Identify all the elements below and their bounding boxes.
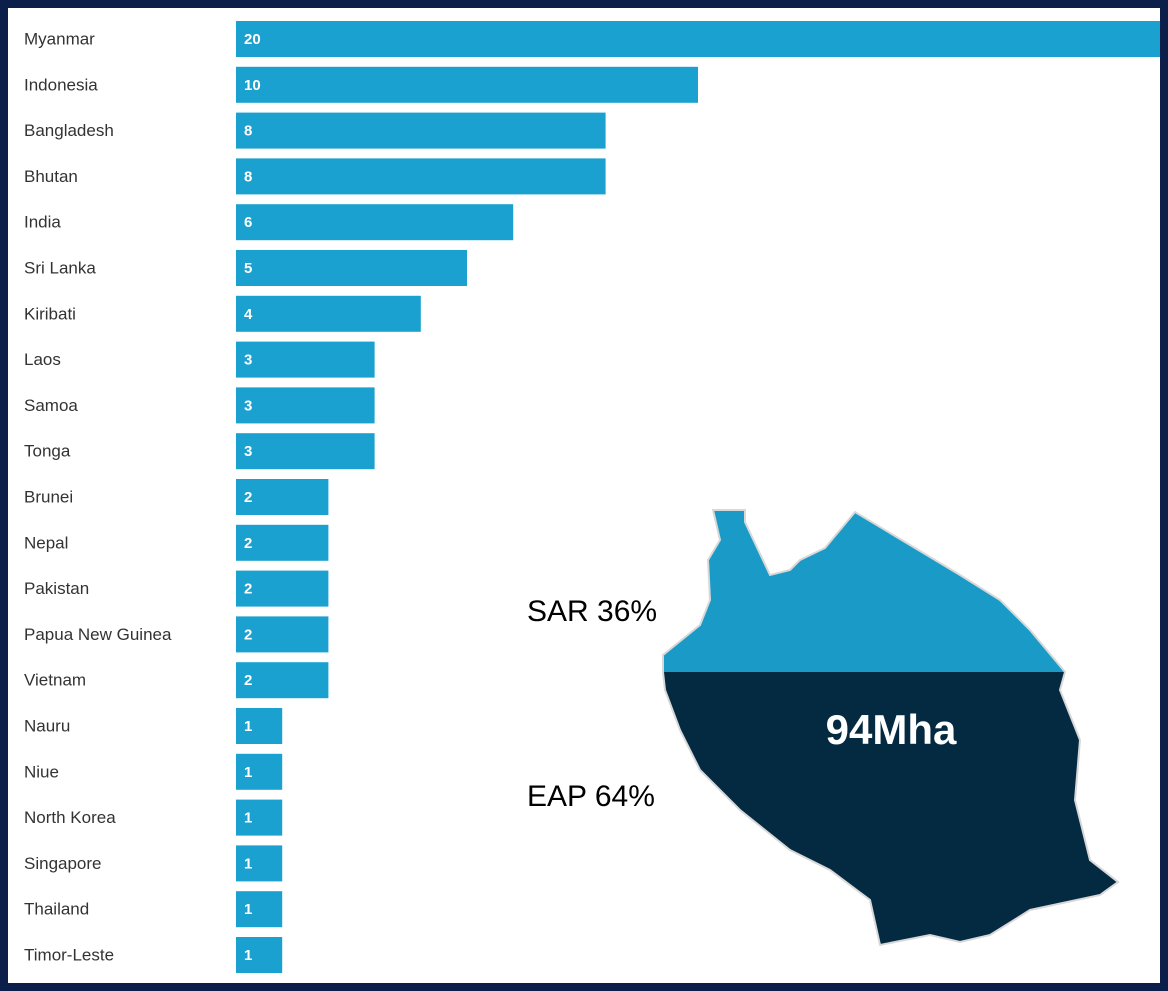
category-label: Brunei [24,487,73,506]
bar [236,250,467,286]
bar [236,570,329,607]
data-label: 2 [244,489,252,506]
data-label: 1 [244,947,252,964]
category-label: India [24,213,61,232]
data-label: 1 [244,718,252,735]
data-label: 1 [244,764,252,781]
bar [236,708,283,744]
bar [236,112,606,149]
bar [236,662,329,699]
category-label: Papua New Guinea [24,625,172,644]
data-label: 5 [244,260,252,277]
bar [236,204,514,241]
bar [236,937,283,973]
bar [236,387,375,424]
data-label: 2 [244,626,252,643]
bar [236,66,698,103]
data-label: 8 [244,123,252,140]
category-label: Bangladesh [24,121,114,140]
map-outline [662,509,1120,947]
data-label: 2 [244,535,252,552]
data-label: 10 [244,77,261,94]
category-label: Vietnam [24,671,86,690]
bar [236,479,329,515]
category-label: Timor-Leste [24,945,114,964]
data-label: 20 [244,31,261,48]
bar [236,891,283,928]
data-label: 1 [244,901,252,918]
category-label: Laos [24,350,61,369]
bar [236,799,283,836]
bar [236,341,375,378]
category-label: Pakistan [24,579,89,598]
category-label: Tonga [24,442,71,461]
category-label: Thailand [24,900,89,919]
data-label: 2 [244,581,252,598]
annotation: SAR 36% [527,595,657,628]
category-label: Myanmar [24,29,95,48]
category-label: Sri Lanka [24,258,96,277]
category-label: Indonesia [24,75,98,94]
category-label: Kiribati [24,304,76,323]
bar [236,616,329,653]
data-label: 3 [244,443,252,460]
bar [236,295,421,332]
data-label: 3 [244,397,252,414]
bar [236,524,329,561]
bar [236,433,375,470]
data-label: 4 [244,306,253,323]
category-label: Nauru [24,716,70,735]
annotation: EAP 64% [527,780,655,813]
bar [236,753,283,790]
category-label: Samoa [24,396,78,415]
bar [236,21,1160,57]
data-label: 8 [244,168,252,185]
category-label: Singapore [24,854,102,873]
data-label: 3 [244,352,252,369]
annotation: 94Mha [826,706,957,753]
data-label: 1 [244,855,252,872]
category-label: Niue [24,762,59,781]
data-label: 6 [244,214,252,231]
bar [236,158,606,195]
category-label: Bhutan [24,167,78,186]
category-label: Nepal [24,533,68,552]
bar [236,845,283,882]
category-label: North Korea [24,808,116,827]
data-label: 2 [244,672,252,689]
data-label: 1 [244,810,252,827]
